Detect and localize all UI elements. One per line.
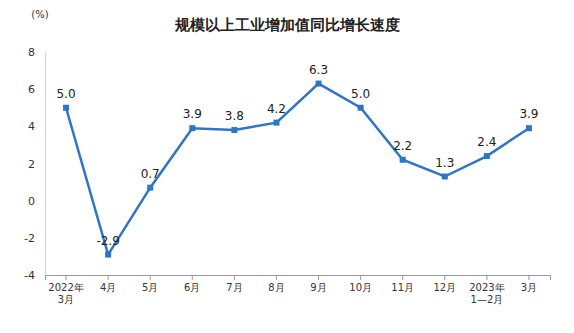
data-label: 3.9 — [519, 107, 538, 121]
x-tick-label: 6月 — [184, 282, 200, 293]
x-axis: 2022年3月 4月 5月 6月 7月 8月 9月 10月 11月 12月 2023年1—2月 3月 — [46, 275, 551, 305]
x-tick: 2023年1—2月 — [469, 275, 504, 305]
x-tick-mark — [108, 275, 109, 280]
y-tick: 2 — [28, 158, 45, 171]
x-tick-label: 9月 — [310, 282, 326, 293]
data-labels: 5.0 -2.9 0.7 3.9 3.8 4.2 6.3 5.0 2.2 1.3 2.4 3.9 — [56, 63, 538, 248]
x-tick-label: 2022年3月 — [48, 282, 83, 305]
y-tick: 4 — [28, 120, 45, 133]
marker — [484, 153, 490, 159]
y-tick: 6 — [28, 83, 45, 96]
y-tick-label: 2 — [28, 158, 35, 171]
y-tick: -2 — [24, 232, 45, 245]
marker — [147, 185, 153, 191]
y-tick: -4 — [24, 269, 45, 282]
x-tick: 5月 — [142, 275, 158, 293]
marker — [358, 105, 364, 111]
x-axis-line — [46, 276, 551, 281]
x-tick-mark — [318, 275, 319, 280]
y-axis: -4 -2 0 2 4 6 8 — [24, 46, 45, 282]
data-label: 0.7 — [141, 167, 160, 181]
marker — [105, 252, 111, 258]
x-tick: 3月 — [521, 275, 537, 293]
x-tick-label: 8月 — [268, 282, 284, 293]
data-label: -2.9 — [96, 234, 119, 248]
x-tick: 4月 — [100, 275, 116, 293]
x-tick-mark — [66, 275, 67, 280]
x-tick-label: 4月 — [100, 282, 116, 293]
x-tick: 8月 — [268, 275, 284, 293]
x-tick-label: 2023年1—2月 — [469, 282, 504, 305]
x-tick-label: 11月 — [391, 282, 414, 293]
y-tick-label: -2 — [24, 232, 35, 245]
data-label: 2.2 — [393, 139, 412, 153]
y-tick-label: -4 — [24, 269, 35, 282]
y-tick-label: 6 — [28, 83, 35, 96]
x-tick-mark — [402, 275, 403, 280]
x-tick-mark — [444, 275, 445, 280]
x-tick-mark — [486, 275, 487, 280]
x-tick-label: 5月 — [142, 282, 158, 293]
plot-area — [63, 81, 532, 258]
line — [66, 84, 529, 255]
y-axis-label: (%) — [31, 9, 48, 20]
y-tick-label: 0 — [28, 195, 35, 208]
x-tick: 11月 — [391, 275, 414, 293]
title: 规模以上工业增加值同比增长速度 — [174, 16, 400, 34]
x-tick-mark — [528, 275, 529, 280]
marker — [400, 157, 406, 163]
x-tick-label: 10月 — [349, 282, 372, 293]
x-tick-mark — [192, 275, 193, 280]
chart: 规模以上工业增加值同比增长速度 (%) -4 -2 0 2 4 6 8 2022年3月 4月 5月 6月… — [0, 0, 574, 333]
y-tick-label: 4 — [28, 120, 35, 133]
data-label: 2.4 — [477, 135, 496, 149]
data-label: 1.3 — [435, 156, 454, 170]
x-tick: 9月 — [310, 275, 326, 293]
marker — [189, 125, 195, 131]
y-tick: 0 — [28, 195, 45, 208]
x-tick-mark — [276, 275, 277, 280]
data-label: 6.3 — [309, 63, 328, 77]
x-tick-mark — [150, 275, 151, 280]
data-label: 5.0 — [351, 87, 370, 101]
x-tick: 10月 — [349, 275, 372, 293]
data-label: 5.0 — [56, 87, 75, 101]
data-label: 4.2 — [267, 102, 286, 116]
x-tick: 6月 — [184, 275, 200, 293]
x-tick-mark — [234, 275, 235, 280]
x-tick: 12月 — [433, 275, 456, 293]
y-tick: 8 — [28, 46, 45, 59]
marker — [442, 174, 448, 180]
data-label: 3.9 — [183, 107, 202, 121]
y-axis-line — [45, 53, 46, 276]
x-tick: 7月 — [226, 275, 242, 293]
x-tick-label: 3月 — [521, 282, 537, 293]
y-tick-label: 8 — [28, 46, 35, 59]
marker — [316, 81, 322, 87]
marker — [526, 125, 532, 131]
x-tick-label: 7月 — [226, 282, 242, 293]
marker — [231, 127, 237, 133]
x-tick-label: 12月 — [433, 282, 456, 293]
marker — [63, 105, 69, 111]
x-tick-mark — [360, 275, 361, 280]
data-label: 3.8 — [225, 109, 244, 123]
x-tick: 2022年3月 — [48, 275, 83, 305]
marker — [273, 120, 279, 126]
